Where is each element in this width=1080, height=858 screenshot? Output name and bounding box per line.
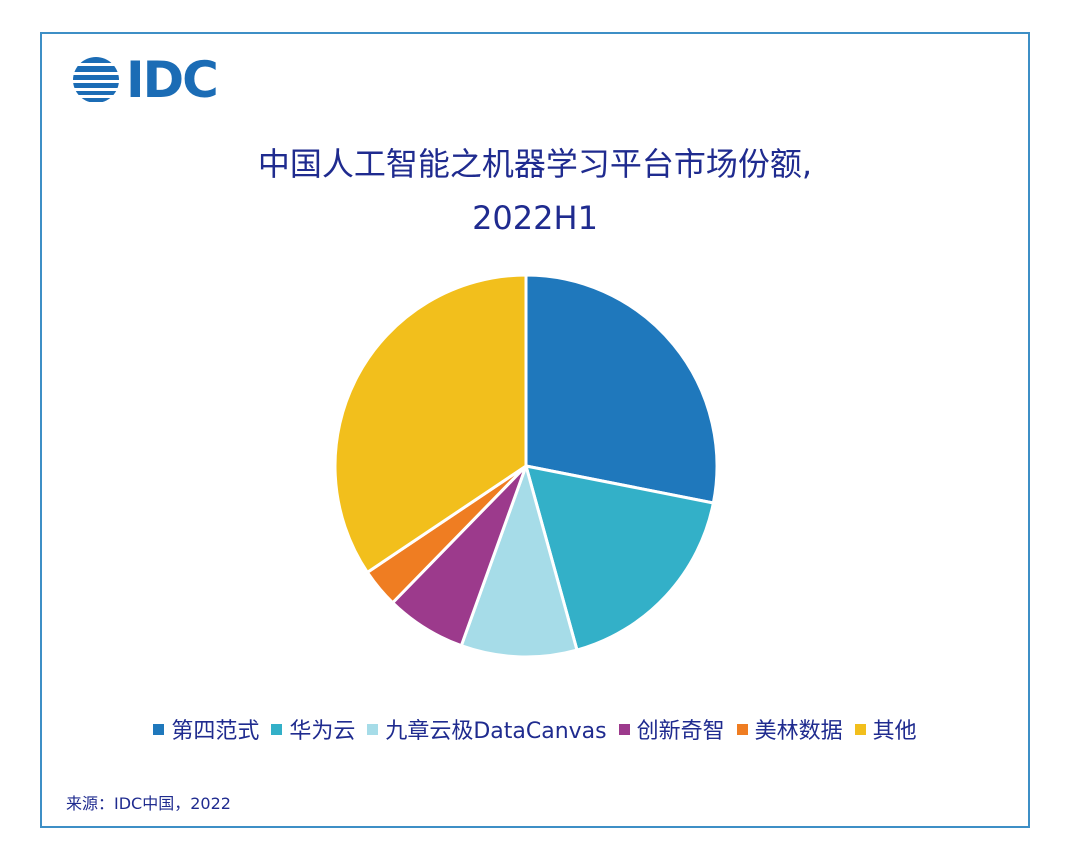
- legend-item-4: 美林数据: [736, 713, 843, 745]
- pie-slice-0: [524, 273, 719, 505]
- legend-swatch: [367, 723, 379, 735]
- legend-swatch: [271, 723, 283, 735]
- pie-slice-2: [459, 464, 579, 659]
- legend-label: 其他: [872, 719, 917, 744]
- legend-swatch: [618, 723, 630, 735]
- legend-swatch: [736, 723, 748, 735]
- legend-label: 华为云: [289, 719, 356, 744]
- legend-item-2: 九章云极DataCanvas: [367, 713, 607, 745]
- legend-item-5: 其他: [854, 713, 917, 745]
- pie-slice-1: [524, 464, 715, 652]
- legend-label: 美林数据: [754, 719, 843, 744]
- idc-logo: IDC: [70, 54, 230, 106]
- chart-legend: 第四范式 华为云 九章云极DataCanvas 创新奇智 美林数据 其他: [40, 713, 1030, 745]
- legend-swatch: [153, 723, 165, 735]
- globe-icon: [73, 57, 119, 102]
- legend-label: 九章云极DataCanvas: [385, 719, 607, 744]
- pie-slice-5: [333, 273, 528, 574]
- logo-text: IDC: [126, 51, 219, 109]
- source-note: 来源：IDC中国，2022: [66, 794, 231, 813]
- legend-label: 第四范式: [171, 719, 260, 744]
- legend-label: 创新奇智: [636, 719, 725, 744]
- legend-item-0: 第四范式: [153, 713, 259, 745]
- legend-swatch: [854, 723, 866, 735]
- chart-title-line1: 中国人工智能之机器学习平台市场份额,: [257, 145, 813, 183]
- chart-title-line2: 2022H1: [472, 199, 598, 237]
- legend-item-3: 创新奇智: [618, 713, 725, 745]
- legend-item-1: 华为云: [271, 713, 355, 745]
